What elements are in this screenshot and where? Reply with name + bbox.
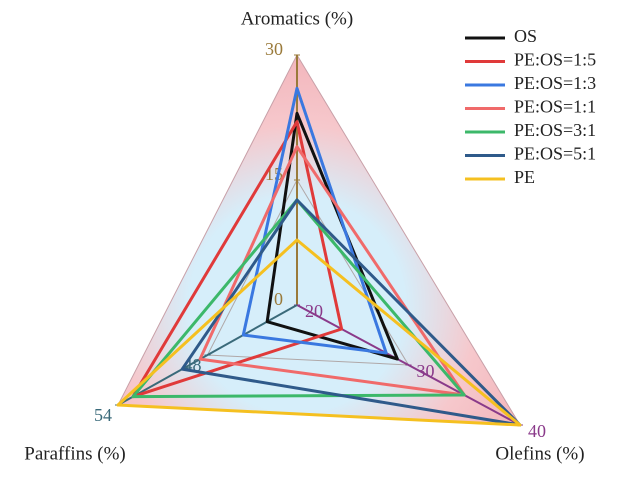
axis-title: Olefins (%) — [495, 443, 584, 464]
tick-label: 30 — [417, 361, 435, 381]
legend-label: PE:OS=1:3 — [514, 73, 596, 93]
legend-label: PE:OS=1:5 — [514, 50, 596, 70]
axis-title: Paraffins (%) — [24, 443, 125, 464]
tick-label: 0 — [274, 289, 283, 309]
tick-label: 30 — [265, 39, 283, 59]
series-polygon — [180, 198, 522, 427]
radar-background — [117, 53, 521, 426]
tick-label: 20 — [305, 301, 323, 321]
axis-title: Aromatics (%) — [241, 8, 353, 29]
legend-label: OS — [514, 26, 537, 46]
legend-label: PE — [514, 167, 535, 187]
legend-label: PE:OS=5:1 — [514, 144, 596, 164]
legend-label: PE:OS=3:1 — [514, 120, 596, 140]
series-polygon — [241, 86, 388, 355]
tick-label: 54 — [94, 405, 112, 425]
series-polygon — [131, 198, 466, 399]
tick-label: 40 — [528, 421, 546, 441]
series-polygon — [116, 238, 522, 427]
series-polygon — [198, 145, 466, 397]
legend-label: PE:OS=1:1 — [514, 97, 596, 117]
